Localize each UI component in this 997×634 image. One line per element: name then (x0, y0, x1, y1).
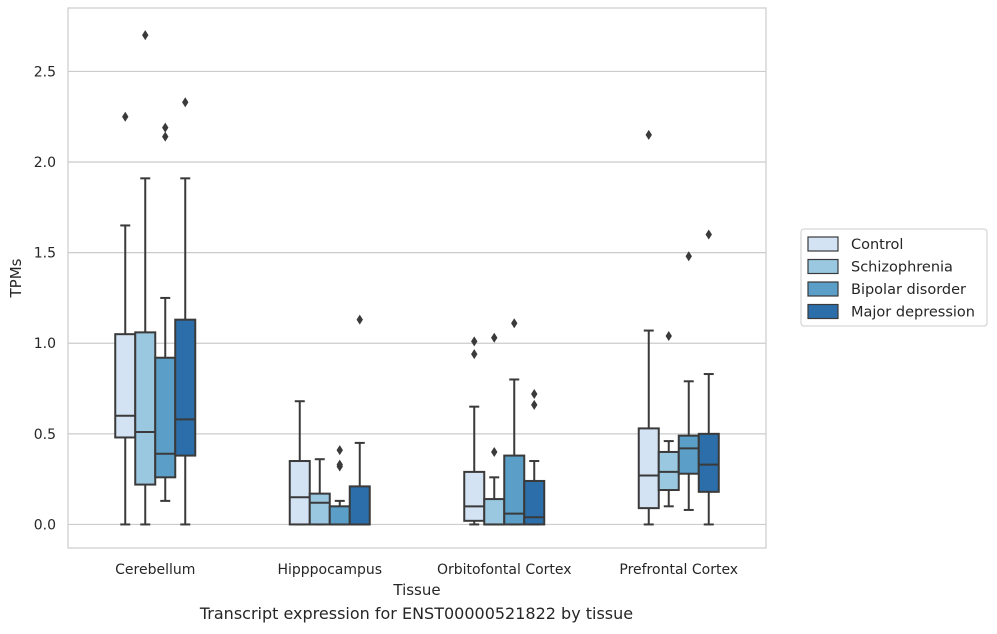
iqr-box (637, 427, 660, 510)
legend: Control Schizophrenia Bipolar disorder Majo… (800, 228, 988, 327)
outlier-point (531, 388, 538, 399)
iqr-box (677, 434, 700, 475)
y-axis-label: TPMs (7, 258, 25, 298)
outlier-point (142, 30, 149, 41)
legend-swatch (807, 258, 839, 275)
y-tick-label: 1.5 (34, 246, 56, 262)
outlier-point (685, 251, 692, 262)
box-schizophrenia (308, 458, 331, 526)
legend-label: Control (851, 237, 903, 253)
outlier-point (182, 97, 189, 108)
iqr-box (154, 356, 177, 479)
legend-frame (800, 228, 988, 327)
x-tick-label: Orbitofontal Cortex (437, 562, 572, 578)
iqr-box (328, 505, 351, 526)
outlier-point (645, 129, 652, 140)
outlier-point (511, 318, 518, 329)
outlier-point (336, 445, 343, 456)
x-tick-label: Cerebellum (115, 562, 195, 578)
iqr-box (134, 331, 157, 486)
y-tick-label: 0.5 (34, 427, 56, 443)
outlier-point (356, 314, 363, 325)
outlier-point (665, 330, 672, 341)
box-major-depression (348, 314, 371, 526)
iqr-box (697, 432, 720, 493)
outlier-point (122, 111, 129, 122)
box-schizophrenia (134, 30, 157, 526)
box-control (463, 336, 486, 526)
iqr-box (174, 318, 197, 457)
legend-swatch (807, 281, 839, 297)
outlier-point (491, 332, 498, 343)
box-major-depression (523, 388, 546, 526)
box-schizophrenia (483, 332, 506, 526)
iqr-box (114, 333, 137, 439)
outlier-point (491, 446, 498, 457)
iqr-box (308, 492, 331, 526)
box-bipolar-disorder (328, 445, 351, 526)
y-tick-label: 1.0 (34, 336, 56, 352)
x-tick-labels: Cerebellum Hipppocampus Orbitofontal Corte… (115, 562, 738, 578)
legend-swatch (807, 236, 839, 252)
box-major-depression (174, 97, 197, 526)
legend-label: Schizophrenia (851, 260, 953, 276)
outlier-point (471, 336, 478, 347)
outlier-point (531, 399, 538, 410)
outlier-point (336, 459, 343, 470)
iqr-box (348, 485, 371, 526)
box-schizophrenia (657, 330, 680, 508)
iqr-box (523, 479, 546, 526)
box-control (288, 400, 311, 526)
legend-swatch (807, 303, 839, 320)
iqr-box (288, 460, 311, 526)
y-tick-labels: 0.0 0.5 1.0 1.5 2.0 2.5 (34, 64, 56, 533)
legend-label: Major depression (851, 305, 975, 321)
box-series (114, 30, 720, 526)
iqr-box (463, 470, 486, 522)
y-tick-label: 0.0 (34, 517, 56, 533)
plot-area-frame (67, 7, 767, 549)
outlier-point (162, 122, 169, 133)
x-axis-label: Tissue (392, 581, 440, 599)
box-major-depression (697, 229, 720, 526)
legend-label: Bipolar disorder (851, 282, 966, 298)
outlier-point (705, 229, 712, 240)
y-tick-label: 2.5 (34, 64, 56, 80)
figure-caption: Transcript expression for ENST0000052182… (199, 604, 634, 623)
x-tick-label: Prefrontal Cortex (619, 562, 738, 578)
box-bipolar-disorder (154, 122, 177, 502)
box-bipolar-disorder (503, 318, 526, 526)
outlier-point (471, 349, 478, 360)
box-control (637, 129, 660, 526)
iqr-box (483, 498, 506, 526)
outlier-point (162, 131, 169, 142)
box-control (114, 111, 137, 526)
x-tick-label: Hipppocampus (277, 562, 382, 578)
box-bipolar-disorder (677, 251, 700, 511)
y-tick-label: 2.0 (34, 155, 56, 171)
